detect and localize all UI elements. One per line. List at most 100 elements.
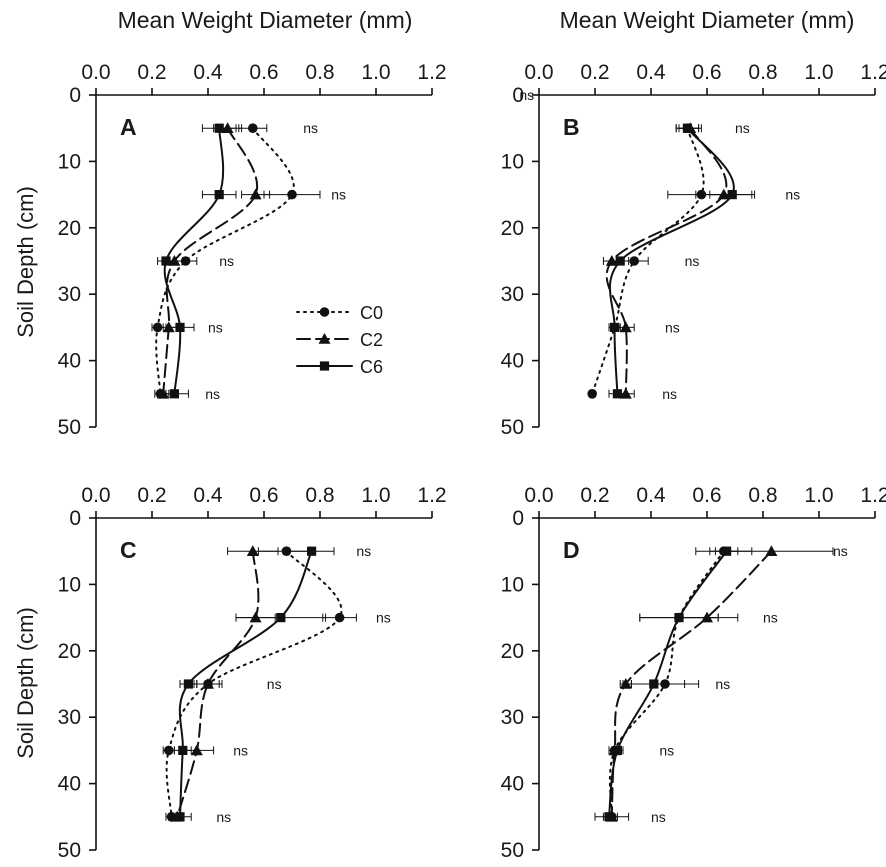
legend-c0-label: C0 — [360, 303, 383, 323]
panel-a-x-tick-label: 0.4 — [193, 61, 223, 84]
panel-d-ns-annotation: ns — [659, 742, 674, 758]
panel-d-ns-annotation: ns — [833, 543, 848, 559]
panel-a-c2-point — [249, 188, 262, 200]
panel-a-ns-annotation: ns — [205, 386, 220, 402]
panel-b-y-tick-label: 20 — [501, 217, 524, 240]
panel-c-c2-point — [190, 744, 203, 756]
panel-a-y-tick-label: 10 — [58, 150, 81, 173]
x-axis-title-right: Mean Weight Diameter (mm) — [560, 7, 855, 33]
panel-b-y-tick-label: 40 — [501, 350, 524, 373]
panel-b-c6-point — [727, 190, 737, 200]
panel-b-ns-annotation: ns — [685, 253, 700, 269]
panel-d-c6-point — [722, 546, 732, 556]
panel-b-y-tick-label: 0 — [512, 84, 524, 107]
panel-c-c6-point — [178, 745, 188, 755]
panel-b-c0-point — [629, 256, 639, 266]
panel-a-letter-label: A — [120, 114, 137, 140]
panel-c-letter-label: C — [120, 537, 137, 563]
panel-b-c6-line — [608, 127, 735, 395]
panel-d-ns-annotation: ns — [715, 676, 730, 692]
panel-d-x-tick-label: 0.2 — [580, 484, 609, 507]
panel-a-c0-point — [248, 123, 258, 133]
panel-b-x-tick-label: 0.4 — [636, 61, 666, 84]
panel-a-x-tick-label: 0.8 — [305, 61, 334, 84]
panel-d-ns-annotation: ns — [763, 610, 778, 626]
panel-a-y-tick-label: 40 — [58, 350, 81, 373]
panel-d-c6-point — [649, 679, 659, 689]
panel-a-y-tick-label: 50 — [58, 416, 81, 439]
panel-c-c2-point — [202, 678, 214, 689]
panel-c-c6-point — [175, 812, 185, 822]
panel-d-y-tick-label: 30 — [501, 706, 524, 729]
panel-c-c0-point — [164, 745, 174, 756]
panel-b-c0-line — [591, 127, 705, 395]
panel-c-ns-annotation: ns — [216, 809, 231, 825]
panel-c-x-tick-label: 0.8 — [305, 484, 334, 507]
panel-c-y-tick-label: 40 — [58, 773, 81, 796]
panel-c-y-tick-label: 0 — [69, 507, 81, 530]
panel-d-c6-point — [604, 812, 614, 822]
panel-b-c6-point — [615, 256, 625, 266]
panel-d-x-tick-label: 0.6 — [692, 484, 721, 507]
panel-c-x-tick-label: 1.2 — [417, 484, 446, 507]
panel-a-c6-point — [214, 123, 224, 133]
panel-c-y-tick-label: 10 — [58, 573, 81, 596]
panel-c-ns-annotation: ns — [267, 676, 282, 692]
panel-b-y-tick-label: 50 — [501, 416, 524, 439]
panel-b-ns-annotation: ns — [662, 386, 677, 402]
panel-b-ns-annotation: ns — [665, 319, 680, 335]
panel-d-c2-line — [610, 550, 773, 818]
panel-a-c0-line — [155, 127, 295, 395]
panel-b-c2-point — [717, 188, 730, 200]
panel-a-c2-line — [162, 127, 259, 395]
panel-b-ns-annotation: ns — [785, 187, 800, 203]
legend-c2-label: C2 — [360, 330, 383, 350]
panel-a-c6-point — [161, 256, 171, 266]
x-axis-title-left: Mean Weight Diameter (mm) — [118, 7, 413, 33]
panel-a-c6-point — [169, 389, 179, 399]
panel-c-c2-point — [246, 545, 259, 556]
legend-c6-label: C6 — [360, 357, 383, 377]
panel-b: 0.0 0.2 0.4 0.6 0.8 1.0 1.2 0 10 20 30 40 50 B ns ns ns n… — [501, 61, 886, 439]
panel-b-ns-annotation: ns — [735, 120, 750, 136]
panel-b-c6-point — [610, 322, 620, 332]
panel-a-y-tick-label: 20 — [58, 217, 81, 240]
panel-b-x-tick-label: 0.8 — [748, 61, 777, 84]
panel-d-y-tick-label: 40 — [501, 773, 524, 796]
panel-d-x-tick-label: 0.0 — [524, 484, 553, 507]
panel-b-c6-point — [612, 389, 622, 399]
panel-a-c6-point — [175, 322, 185, 332]
legend-c2-marker — [318, 333, 331, 344]
panel-d-c6-point — [674, 613, 684, 623]
panel-a-ns-annotation: ns — [219, 253, 234, 269]
panel-b-x-tick-label: 0.6 — [692, 61, 721, 84]
panel-d-ns-annotation: ns — [651, 809, 666, 825]
panel-c-ns-annotation: ns — [376, 610, 391, 626]
panel-d-x-tick-label: 0.8 — [748, 484, 777, 507]
panel-b-ns-annotation: ns — [519, 87, 534, 103]
panel-c-y-tick-label: 50 — [58, 839, 81, 862]
panel-a-x-tick-label: 0.2 — [137, 61, 166, 84]
panel-a-ns-annotation: ns — [331, 187, 346, 203]
panel-c-x-tick-label: 1.0 — [361, 484, 390, 507]
panel-d-c6-point — [612, 745, 622, 755]
panel-c-x-tick-label: 0.6 — [249, 484, 278, 507]
panel-c-c6-point — [183, 679, 193, 689]
panel-a-x-tick-label: 1.0 — [361, 61, 390, 84]
panel-b-c2-line — [605, 127, 728, 395]
panel-b-x-tick-label: 1.2 — [860, 61, 886, 84]
panel-b-y-tick-label: 30 — [501, 283, 524, 306]
panel-c-x-tick-label: 0.2 — [137, 484, 166, 507]
panel-a-x-tick-label: 1.2 — [417, 61, 446, 84]
panel-d-y-tick-label: 0 — [512, 507, 524, 530]
panel-a-y-tick-label: 30 — [58, 283, 81, 306]
panel-a-c2-point — [221, 122, 234, 133]
panel-d-c2-point — [701, 611, 713, 623]
panel-d: 0.0 0.2 0.4 0.6 0.8 1.0 1.2 0 10 20 30 40 50 D ns ns ns n… — [501, 484, 886, 862]
legend-c6-marker — [319, 361, 330, 371]
panel-a-c0-point — [287, 189, 297, 200]
panel-b-x-tick-label: 1.0 — [804, 61, 833, 84]
panel-d-x-tick-label: 0.4 — [636, 484, 666, 507]
panel-c-c2-line — [176, 550, 260, 818]
panel-a-c6-point — [214, 190, 224, 200]
